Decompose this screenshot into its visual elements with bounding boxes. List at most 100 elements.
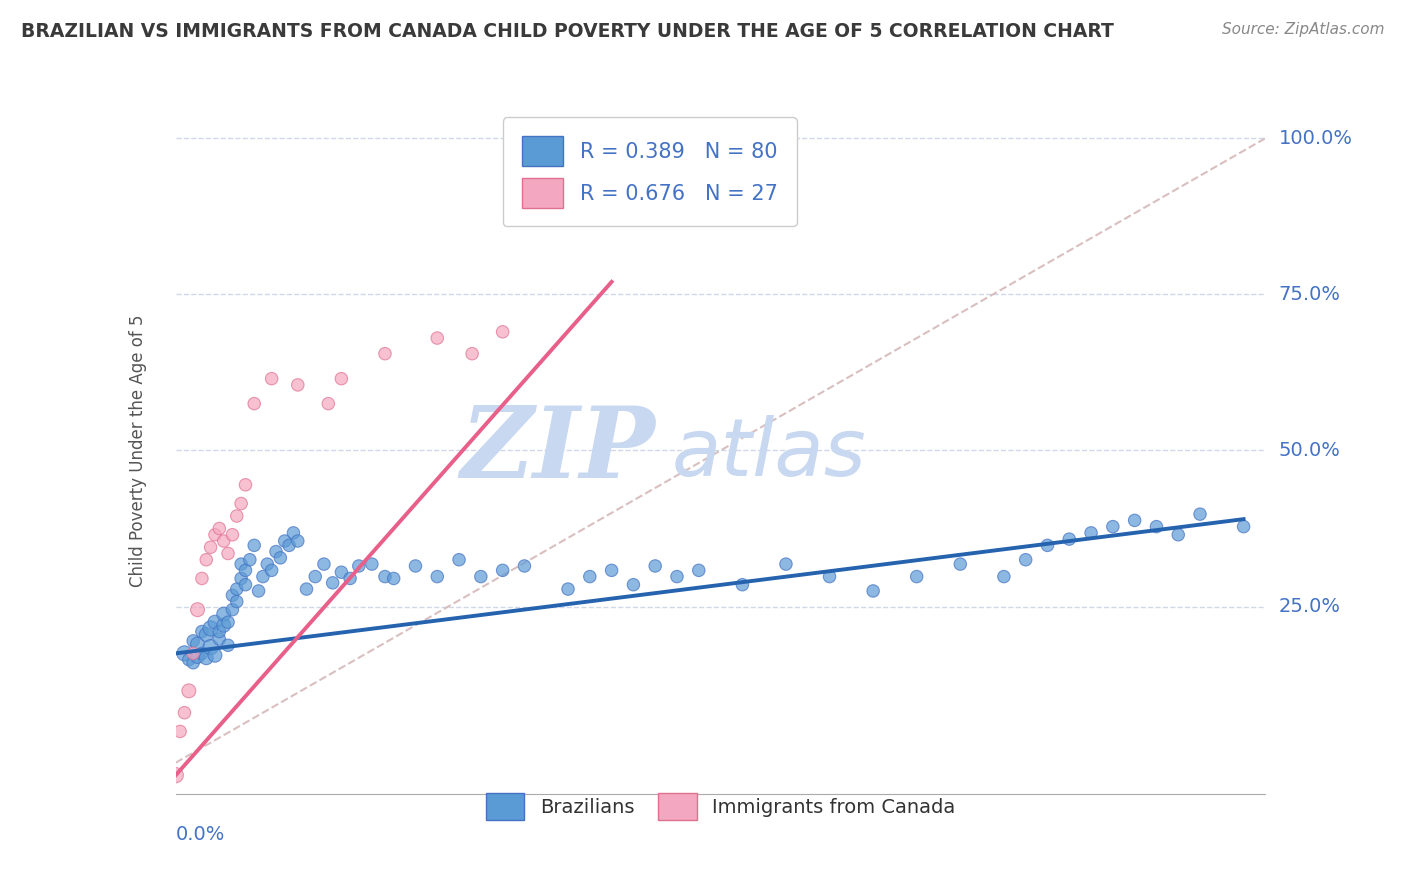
Point — [1123, 513, 1146, 527]
Point — [231, 496, 253, 510]
Point — [195, 628, 218, 642]
Point — [247, 583, 270, 598]
Point — [274, 533, 297, 548]
Point — [235, 578, 257, 592]
Point — [492, 563, 515, 577]
Point — [312, 557, 335, 571]
Text: atlas: atlas — [672, 415, 866, 493]
Point — [243, 538, 266, 552]
Point — [212, 618, 235, 632]
Point — [287, 533, 309, 548]
Point — [447, 552, 470, 567]
Point — [212, 607, 235, 621]
Point — [339, 571, 361, 585]
Point — [470, 569, 492, 583]
Point — [330, 566, 353, 580]
Point — [382, 571, 405, 585]
Point — [186, 649, 209, 664]
Point — [818, 569, 841, 583]
Point — [221, 603, 243, 617]
Point — [200, 621, 222, 635]
Point — [862, 583, 884, 598]
Point — [221, 528, 243, 542]
Point — [225, 594, 247, 608]
Text: 100.0%: 100.0% — [1278, 128, 1353, 148]
Point — [360, 557, 382, 571]
Point — [204, 648, 226, 663]
Point — [181, 656, 204, 670]
Point — [1232, 519, 1256, 533]
Point — [330, 371, 353, 385]
Point — [318, 396, 340, 410]
Point — [1144, 519, 1167, 533]
Point — [200, 640, 222, 655]
Point — [269, 550, 291, 565]
Point — [993, 569, 1015, 583]
Text: 25.0%: 25.0% — [1278, 597, 1340, 616]
Point — [1102, 519, 1125, 533]
Point — [177, 653, 200, 667]
Point — [426, 569, 449, 583]
Point — [1189, 507, 1212, 521]
Point — [688, 563, 710, 577]
Point — [731, 578, 754, 592]
Point — [905, 569, 928, 583]
Point — [1036, 538, 1059, 552]
Point — [239, 552, 262, 567]
Point — [173, 646, 195, 660]
Point — [243, 396, 266, 410]
Point — [200, 541, 222, 555]
Point — [644, 558, 666, 574]
Point — [195, 552, 218, 567]
Point — [181, 633, 204, 648]
Point — [260, 563, 283, 577]
Point — [1057, 532, 1080, 546]
Point — [666, 569, 689, 583]
Point — [949, 557, 972, 571]
Point — [181, 646, 204, 660]
Text: 50.0%: 50.0% — [1278, 441, 1340, 460]
Point — [252, 569, 274, 583]
Point — [600, 563, 623, 577]
Point — [186, 603, 209, 617]
Point — [217, 615, 239, 630]
Point — [217, 638, 239, 652]
Text: 75.0%: 75.0% — [1278, 285, 1340, 304]
Point — [557, 582, 579, 596]
Point — [231, 571, 253, 585]
Point — [461, 346, 484, 360]
Point — [283, 525, 305, 540]
Point — [191, 646, 214, 660]
Point — [264, 544, 287, 558]
Point — [775, 557, 797, 571]
Point — [217, 546, 239, 561]
Text: Child Poverty Under the Age of 5: Child Poverty Under the Age of 5 — [128, 314, 146, 587]
Point — [513, 558, 536, 574]
Point — [492, 325, 515, 339]
Point — [426, 331, 449, 345]
Point — [231, 557, 253, 571]
Point — [204, 615, 226, 630]
Point — [204, 528, 226, 542]
Point — [548, 162, 571, 177]
Point — [221, 588, 243, 602]
Point — [1080, 525, 1102, 540]
Point — [260, 371, 283, 385]
Point — [208, 521, 231, 535]
Text: BRAZILIAN VS IMMIGRANTS FROM CANADA CHILD POVERTY UNDER THE AGE OF 5 CORRELATION: BRAZILIAN VS IMMIGRANTS FROM CANADA CHIL… — [21, 22, 1114, 41]
Point — [287, 378, 309, 392]
Point — [347, 558, 370, 574]
Point — [225, 582, 247, 596]
Point — [579, 569, 602, 583]
Legend: Brazilians, Immigrants from Canada: Brazilians, Immigrants from Canada — [470, 777, 972, 836]
Point — [191, 624, 214, 639]
Text: Source: ZipAtlas.com: Source: ZipAtlas.com — [1222, 22, 1385, 37]
Point — [191, 571, 214, 585]
Point — [295, 582, 318, 596]
Point — [212, 533, 235, 548]
Point — [1015, 552, 1038, 567]
Point — [208, 632, 231, 646]
Point — [256, 557, 278, 571]
Point — [235, 478, 257, 492]
Text: 0.0%: 0.0% — [176, 825, 225, 844]
